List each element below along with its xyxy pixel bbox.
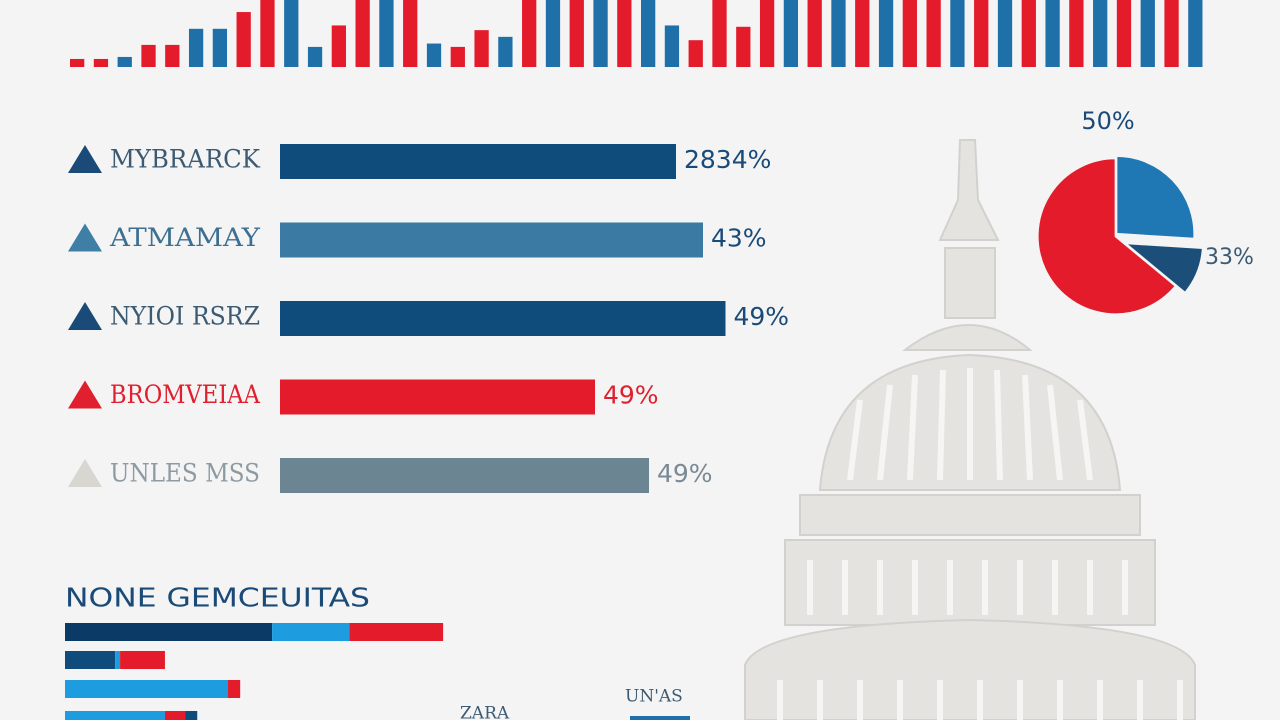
bar [664, 25, 680, 67]
bar [1069, 0, 1084, 67]
stacked-segment [65, 711, 165, 720]
bar [141, 44, 156, 67]
bar [759, 0, 775, 67]
pie-label: 50% [1081, 107, 1134, 135]
bar-label: 49% [734, 302, 790, 331]
bar [280, 458, 649, 493]
bar [165, 44, 180, 67]
category-icon [68, 223, 102, 252]
bar [70, 58, 85, 67]
bar [403, 0, 418, 67]
stacked-segment [65, 680, 229, 698]
bar [379, 0, 394, 67]
bar [736, 26, 751, 67]
stacked-segment [65, 623, 273, 641]
category-label: NYIOI RSRZ [110, 302, 260, 331]
bar [1140, 0, 1155, 67]
bar [1021, 0, 1036, 67]
bar-label: 49% [657, 459, 713, 488]
bar [878, 0, 894, 67]
bar [831, 0, 846, 67]
bar [807, 0, 822, 67]
bar [188, 28, 204, 68]
small-label: UN'AS [625, 687, 683, 707]
category-icon [68, 302, 102, 330]
bar [545, 0, 561, 67]
bar [569, 0, 584, 67]
stacked-segment [120, 651, 165, 669]
bar [307, 46, 323, 67]
bar [280, 301, 726, 336]
bar [688, 40, 703, 67]
pie-slice [1122, 241, 1204, 295]
bar-label: 2834% [684, 145, 771, 174]
bar [641, 0, 656, 67]
bar [902, 0, 917, 67]
bar [855, 0, 870, 67]
category-label: UNLES MSS [110, 459, 260, 488]
bar [783, 0, 799, 67]
pie-label: 33% [1205, 245, 1254, 270]
category-icon [68, 459, 102, 487]
bar [974, 0, 989, 67]
bar [997, 0, 1013, 67]
bar [450, 46, 465, 67]
bar [117, 56, 132, 67]
bar [212, 28, 228, 68]
bar-label: 49% [603, 381, 659, 410]
category-icon [68, 145, 102, 173]
bar-label: 43% [711, 224, 767, 253]
stacked-segment [349, 623, 444, 641]
stacked-segment [272, 623, 350, 641]
bar [1116, 0, 1132, 67]
stacked-segment [185, 711, 198, 720]
bar [522, 0, 537, 67]
category-label: ATMAMAY [109, 223, 261, 252]
bar [1188, 0, 1203, 67]
stacked-segment [228, 680, 241, 698]
bar [617, 0, 632, 67]
bar [280, 379, 595, 415]
bar [1164, 0, 1179, 67]
section-title: NONE GEMCEUITAS [65, 584, 370, 614]
bar [593, 0, 608, 67]
category-icon [68, 380, 102, 409]
bar [712, 0, 727, 67]
category-label: MYBRARCK [110, 145, 261, 174]
bar [236, 12, 251, 67]
stacked-segment [164, 711, 186, 720]
bar [1045, 0, 1060, 67]
bar [93, 58, 109, 67]
bar [331, 25, 346, 67]
bar [355, 0, 370, 67]
bar [950, 0, 965, 67]
category-label: BROMVEIAA [110, 380, 261, 409]
bar [498, 36, 513, 67]
bar [280, 222, 703, 258]
bar [260, 0, 275, 67]
bar [280, 144, 676, 179]
bar [426, 43, 442, 67]
bar [284, 0, 299, 67]
capitol-illustration [744, 139, 1196, 720]
pie-slice [1115, 154, 1196, 240]
pie-slice [1036, 157, 1178, 316]
bar [474, 30, 489, 67]
decor-bar [630, 716, 690, 720]
small-label: ZARA [460, 704, 510, 720]
stacked-segment [65, 651, 116, 669]
bar [926, 0, 941, 67]
bar [1093, 0, 1108, 67]
stacked-segment [115, 651, 121, 669]
